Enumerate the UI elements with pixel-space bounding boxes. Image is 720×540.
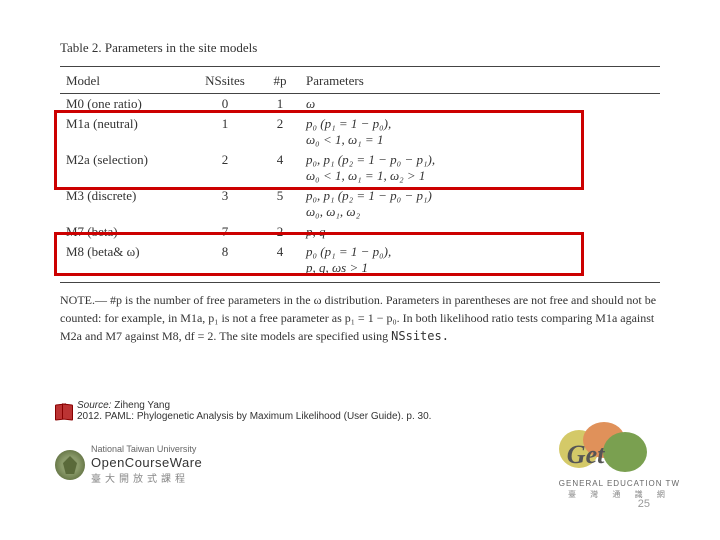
ocw-main: OpenCourseWare bbox=[91, 455, 202, 470]
get-cn: 臺 灣 通 識 網 bbox=[559, 489, 680, 500]
table-caption: Table 2. Parameters in the site models bbox=[60, 40, 660, 56]
ocw-univ: National Taiwan University bbox=[91, 445, 202, 455]
ocw-logo: National Taiwan University OpenCourseWar… bbox=[55, 445, 202, 485]
book-icon bbox=[55, 404, 73, 418]
source-author: Ziheng Yang bbox=[114, 400, 170, 411]
cell-params: p, q bbox=[300, 222, 660, 242]
table-row: M2a (selection)24p₀, p₁ (p₂ = 1 − p₀ − p… bbox=[60, 150, 660, 186]
cell-model: M8 (beta& ω) bbox=[60, 242, 190, 278]
source-citation: Source: Ziheng Yang 2012. PAML: Phylogen… bbox=[55, 400, 431, 422]
get-sub: GENERAL EDUCATION TW bbox=[559, 479, 680, 488]
note-text: NOTE.— #p is the number of free paramete… bbox=[60, 293, 656, 343]
table-row: M8 (beta& ω)84p₀ (p₁ = 1 − p₀),p, q, ωs … bbox=[60, 242, 660, 278]
th-np: #p bbox=[260, 69, 300, 94]
cell-params: p₀ (p₁ = 1 − p₀),ω₀ < 1, ω₁ = 1 bbox=[300, 114, 660, 150]
cell-params: p₀, p₁ (p₂ = 1 − p₀ − p₁)ω₀, ω₁, ω₂ bbox=[300, 186, 660, 222]
page-number: 25 bbox=[638, 498, 650, 510]
th-nssites: NSsites bbox=[190, 69, 260, 94]
cell-np: 5 bbox=[260, 186, 300, 222]
cell-model: M2a (selection) bbox=[60, 150, 190, 186]
table-row: M7 (beta)72p, q bbox=[60, 222, 660, 242]
cell-ns: 3 bbox=[190, 186, 260, 222]
cell-params: p₀ (p₁ = 1 − p₀),p, q, ωs > 1 bbox=[300, 242, 660, 278]
cell-np: 4 bbox=[260, 242, 300, 278]
get-word: Get bbox=[567, 440, 605, 470]
cell-model: M1a (neutral) bbox=[60, 114, 190, 150]
th-params: Parameters bbox=[300, 69, 660, 94]
rule-top bbox=[60, 66, 660, 67]
table-row: M0 (one ratio)01ω bbox=[60, 94, 660, 115]
cell-np: 2 bbox=[260, 114, 300, 150]
cell-ns: 0 bbox=[190, 94, 260, 115]
table-note: NOTE.— #p is the number of free paramete… bbox=[60, 291, 660, 345]
cell-ns: 2 bbox=[190, 150, 260, 186]
cell-params: ω bbox=[300, 94, 660, 115]
cell-np: 2 bbox=[260, 222, 300, 242]
cell-model: M3 (discrete) bbox=[60, 186, 190, 222]
rule-bottom bbox=[60, 282, 660, 283]
source-label: Source: bbox=[77, 400, 111, 411]
cell-ns: 1 bbox=[190, 114, 260, 150]
table-header-row: Model NSsites #p Parameters bbox=[60, 69, 660, 94]
cell-ns: 8 bbox=[190, 242, 260, 278]
table-row: M1a (neutral)12p₀ (p₁ = 1 − p₀),ω₀ < 1, … bbox=[60, 114, 660, 150]
cell-np: 4 bbox=[260, 150, 300, 186]
th-model: Model bbox=[60, 69, 190, 94]
cell-params: p₀, p₁ (p₂ = 1 − p₀ − p₁),ω₀ < 1, ω₁ = 1… bbox=[300, 150, 660, 186]
cell-model: M7 (beta) bbox=[60, 222, 190, 242]
cell-ns: 7 bbox=[190, 222, 260, 242]
cell-np: 1 bbox=[260, 94, 300, 115]
table-row: M3 (discrete)35p₀, p₁ (p₂ = 1 − p₀ − p₁)… bbox=[60, 186, 660, 222]
get-logo: Get GENERAL EDUCATION TW 臺 灣 通 識 網 bbox=[559, 422, 680, 500]
source-line2: 2012. PAML: Phylogenetic Analysis by Max… bbox=[77, 411, 431, 422]
ocw-cn: 臺大開放式課程 bbox=[91, 470, 202, 485]
site-models-table: Model NSsites #p Parameters M0 (one rati… bbox=[60, 69, 660, 278]
get-shape-icon: Get bbox=[559, 422, 649, 477]
note-code: NSsites. bbox=[391, 329, 449, 343]
ntu-badge-icon bbox=[55, 450, 85, 480]
cell-model: M0 (one ratio) bbox=[60, 94, 190, 115]
